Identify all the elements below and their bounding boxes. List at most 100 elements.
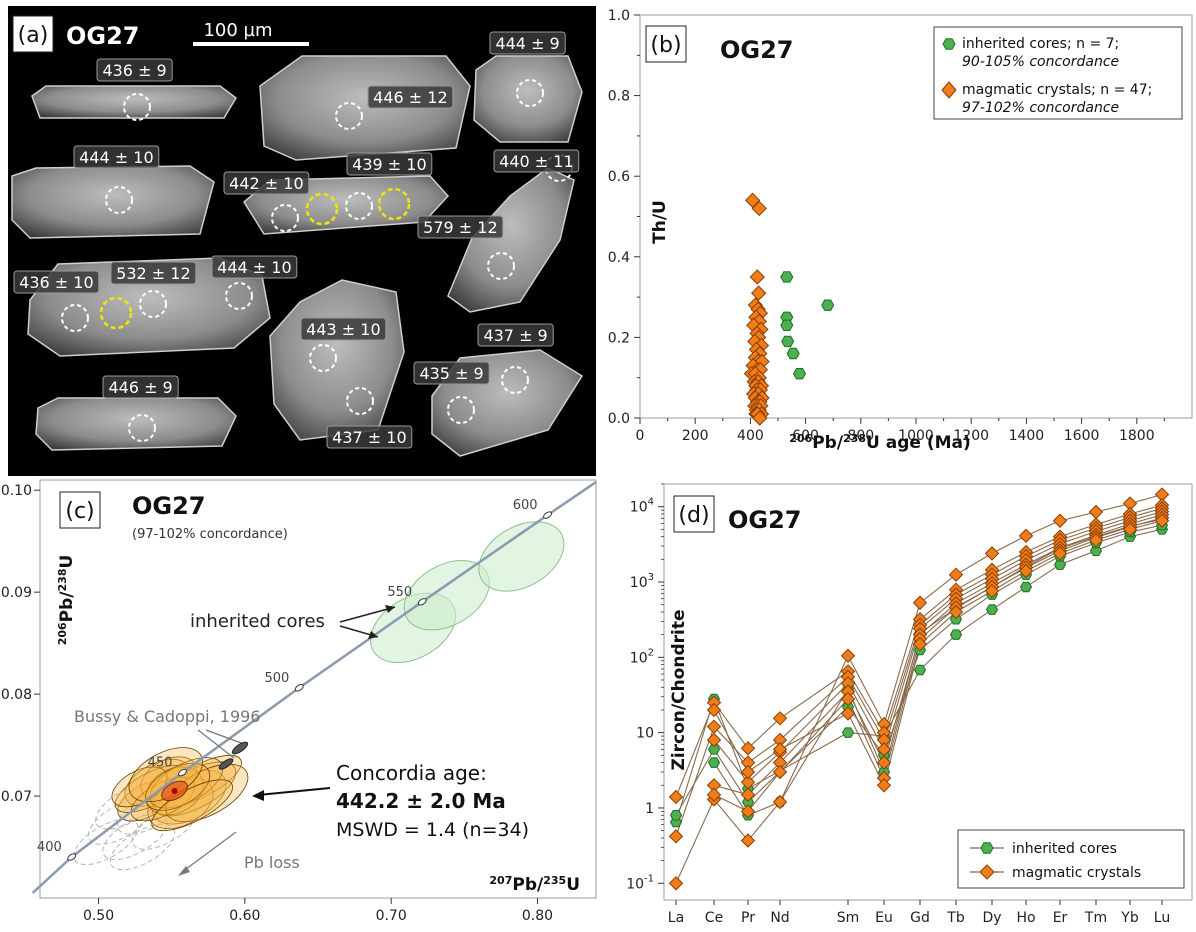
age-labels: 436 ± 9 446 ± 12 444 ± 9 444 ± 10 442 ± 10 43… (13, 31, 580, 449)
x-tick-label: Er (1053, 910, 1068, 926)
magmatic-point (706, 787, 722, 802)
panel-b-data-points (743, 192, 835, 426)
legend-magmatic-label: magmatic crystals (1012, 865, 1141, 881)
inherited-point (913, 664, 927, 676)
annotation-pb-loss: Pb loss (244, 853, 300, 872)
magmatic-point (840, 691, 856, 707)
magmatic-point (984, 546, 1000, 561)
x-tick-label: 1000 (898, 428, 934, 444)
age-label: 443 ± 10 (306, 320, 380, 339)
analysis-spot (271, 204, 299, 232)
scale-bar-label: 100 µm (203, 20, 272, 41)
age-label-box (367, 85, 454, 109)
inherited-point (780, 271, 794, 283)
analysis-spot (335, 102, 363, 130)
arrowhead (385, 605, 395, 613)
pb-loss-ellipse (73, 818, 139, 866)
panel-d-label: (d) (678, 503, 709, 528)
analysis-spot (501, 366, 529, 394)
age-label-box (110, 261, 197, 285)
y-tick-label: 103 (630, 572, 654, 591)
legend-hexagon-marker (980, 842, 994, 854)
panel-d-legend-box (957, 829, 1185, 889)
magmatic-point (750, 285, 767, 301)
panel-c-label: (c) (65, 499, 94, 524)
concordia-age-marker (67, 853, 77, 861)
magmatic-point (772, 794, 788, 810)
concordia-age-label: 450 (148, 756, 173, 771)
age-label: 444 ± 9 (495, 34, 559, 53)
inherited-point (780, 319, 794, 331)
inherited-point (792, 368, 807, 380)
age-label: 436 ± 9 (102, 61, 166, 80)
inherited-point (786, 347, 800, 360)
inherited-point (949, 629, 963, 640)
age-label: 446 ± 9 (108, 378, 172, 397)
analysis-spot (346, 387, 374, 415)
magmatic-point (840, 706, 856, 721)
age-label: 442 ± 10 (229, 174, 303, 193)
panel-b-axes: 0 200 400 600 800 1000 1200 1400 1600 1800 0.0 0.2 0… (608, 8, 1165, 444)
inherited-point (707, 744, 721, 755)
concordia-age-value: 442.2 ± 2.0 Ma (336, 789, 506, 813)
ree-pattern-line (675, 493, 1163, 884)
x-tick-label: 800 (847, 428, 874, 444)
age-label-box (96, 58, 173, 82)
concordia-mswd: MSWD = 1.4 (n=34) (336, 819, 529, 841)
x-tick-label: Dy (982, 910, 1001, 926)
x-tick-label: Yb (1120, 910, 1139, 926)
analysis-spot (139, 290, 167, 318)
x-tick-label: Ho (1016, 910, 1035, 926)
y-tick-label: 0.4 (608, 250, 630, 266)
panel-c-axes: 0.50 0.60 0.70 0.80 0.07 0.08 0.09 0.10 (1, 483, 553, 924)
panel-d-sample-name: OG27 (728, 506, 802, 534)
y-tick-label: 104 (630, 497, 654, 516)
x-tick-label: Pr (741, 910, 755, 926)
panel-d-ree-patterns (668, 487, 1170, 891)
y-tick-label: 0.0 (608, 411, 630, 427)
panel-a-sample-name: OG27 (66, 22, 140, 50)
magmatic-point (740, 833, 756, 848)
magmatic-point (749, 269, 766, 285)
analysis-spot (225, 282, 253, 310)
analysis-spot-highlighted (377, 187, 411, 221)
magmatic-point (912, 595, 928, 610)
ree-pattern-line (675, 507, 1163, 837)
panel-c-x-axis-label: 207Pb/235U (489, 874, 580, 895)
arrow-inherited-1 (339, 606, 396, 623)
panel-d-legend: inherited cores magmatic crystals (957, 829, 1185, 889)
concordia-age-marker (543, 511, 553, 519)
arrowhead (252, 790, 264, 801)
age-label: 436 ± 10 (19, 273, 93, 292)
x-tick-label: 400 (737, 428, 764, 444)
arrow-bussy-2 (205, 729, 245, 745)
magmatic-point (840, 648, 856, 663)
ree-pattern-line (675, 504, 1163, 798)
age-label: 444 ± 10 (217, 258, 291, 277)
panel-c-sample-name: OG27 (132, 492, 206, 520)
age-label-box (223, 171, 310, 195)
magmatic-point (984, 583, 1000, 599)
pb-loss-ellipse (87, 798, 154, 845)
zircon-crystal (11, 165, 215, 239)
concordia-age-marker (294, 684, 304, 692)
analysis-spot (309, 344, 337, 372)
age-label: 437 ± 9 (483, 326, 547, 345)
age-label-box (413, 361, 490, 385)
age-label-box (477, 323, 554, 347)
magmatic-point (772, 764, 788, 780)
panel-c-y-axis-label: 206Pb/238U (56, 555, 77, 646)
concordia-age-title: Concordia age: (336, 761, 487, 785)
magmatic-point (1052, 513, 1068, 528)
analysis-spot (61, 304, 89, 332)
magmatic-point (668, 829, 684, 844)
inherited-point (781, 335, 795, 348)
panel-c: 0.50 0.60 0.70 0.80 0.07 0.08 0.09 0.10 400 450 5… (1, 479, 597, 924)
x-tick-label: 1800 (1119, 428, 1155, 444)
x-tick-label: 0.60 (229, 908, 260, 924)
magmatic-point (1088, 532, 1104, 548)
age-label: 579 ± 12 (423, 218, 497, 237)
y-tick-label: 10-1 (626, 873, 654, 892)
analysis-spot-highlighted (99, 296, 133, 330)
age-label-box (346, 152, 433, 176)
